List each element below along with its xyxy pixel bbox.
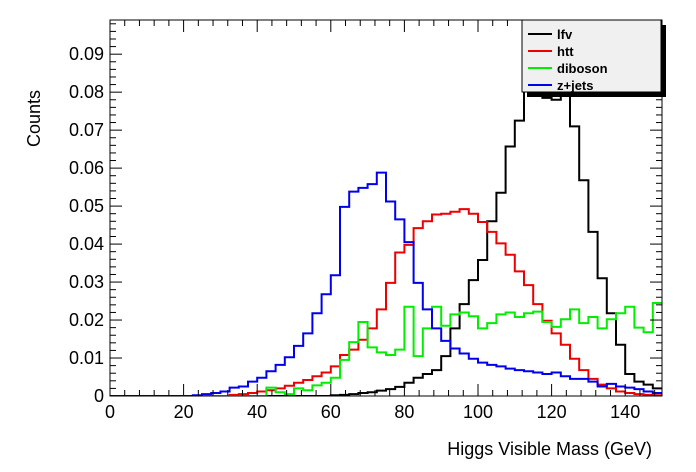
- x-axis-title: Higgs Visible Mass (GeV): [447, 439, 652, 459]
- y-tick-label: 0.02: [69, 310, 104, 330]
- y-tick-label: 0.06: [69, 158, 104, 178]
- x-tick-label: 0: [105, 402, 115, 422]
- legend: lfv htt diboson z+jets: [521, 19, 666, 97]
- x-tick-label: 120: [537, 402, 567, 422]
- legend-label: z+jets: [557, 78, 594, 93]
- series-line-lfv: [110, 29, 662, 396]
- plot-frame: [109, 19, 663, 397]
- series-line-htt: [110, 208, 662, 396]
- y-tick-label: 0.03: [69, 272, 104, 292]
- legend-label: lfv: [557, 27, 573, 42]
- y-tick-label: 0.01: [69, 348, 104, 368]
- y-tick-label: 0.04: [69, 234, 104, 254]
- series-line-z-jets: [110, 171, 662, 396]
- legend-box: [521, 19, 662, 93]
- x-tick-label: 100: [463, 402, 493, 422]
- x-tick-label: 20: [174, 402, 194, 422]
- y-axis-title: Counts: [24, 90, 44, 147]
- legend-label: htt: [557, 44, 574, 59]
- x-tick-label: 140: [610, 402, 640, 422]
- y-tick-label: 0.08: [69, 82, 104, 102]
- y-tick-label: 0: [94, 386, 104, 406]
- x-tick-label: 60: [321, 402, 341, 422]
- y-tick-label: 0.09: [69, 44, 104, 64]
- legend-label: diboson: [557, 61, 608, 76]
- y-tick-label: 0.07: [69, 120, 104, 140]
- x-tick-label: 80: [394, 402, 414, 422]
- x-tick-label: 40: [247, 402, 267, 422]
- series-line-diboson: [110, 301, 662, 396]
- y-tick-label: 0.05: [69, 196, 104, 216]
